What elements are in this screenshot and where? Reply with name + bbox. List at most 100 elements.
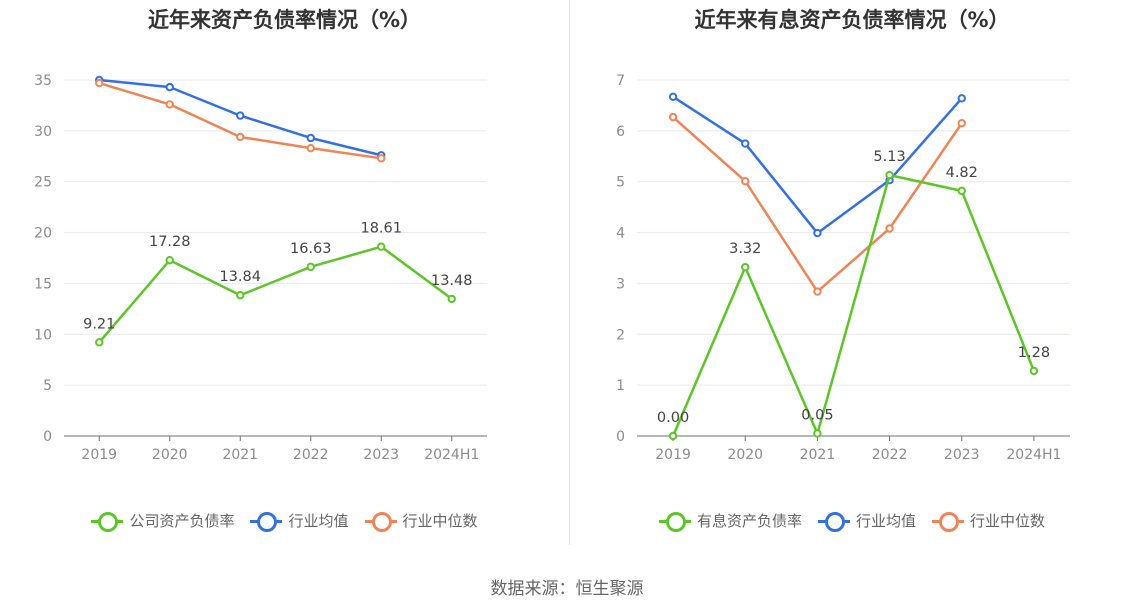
- x-tick-label: 2024H1: [424, 447, 479, 463]
- data-label: 4.82: [946, 165, 978, 181]
- legend-marker-median: [932, 511, 964, 532]
- legend-label: 行业均值: [855, 512, 916, 530]
- data-point-median[interactable]: [377, 154, 386, 163]
- data-point-company[interactable]: [885, 170, 894, 180]
- series-line-company: [98, 245, 453, 344]
- data-point-company[interactable]: [447, 294, 456, 304]
- data-point-company[interactable]: [813, 429, 822, 438]
- x-tick-label: 2020: [152, 447, 188, 463]
- left-chart-panel: 近年来资产负债率情况（%） 0 5 10 15 20 25 30 35 2019 2020 2021…: [0, 0, 569, 560]
- data-point-company[interactable]: [306, 262, 315, 272]
- y-tick-label: 7: [616, 73, 625, 89]
- x-tick-label: 2021: [222, 447, 258, 463]
- legend-item-avg[interactable]: 行业均值: [250, 510, 349, 532]
- legend-item-median[interactable]: 行业中位数: [932, 510, 1046, 532]
- legend-item-company[interactable]: 有息资产负债率: [658, 510, 802, 532]
- legend-item-median[interactable]: 行业中位数: [364, 510, 478, 532]
- x-tick-label: 2024H1: [1006, 447, 1061, 463]
- legend-marker-median: [364, 511, 397, 532]
- data-point-company[interactable]: [741, 262, 750, 272]
- data-point-avg[interactable]: [165, 82, 174, 92]
- left-chart-title: 近年来资产负债率情况（%）: [147, 8, 422, 32]
- data-point-company[interactable]: [236, 291, 245, 300]
- data-point-avg[interactable]: [813, 228, 822, 238]
- y-tick-label: 4: [616, 226, 625, 242]
- data-point-median[interactable]: [95, 78, 104, 88]
- series-line-median: [98, 81, 382, 160]
- x-tick-label: 2023: [363, 447, 399, 463]
- data-point-avg[interactable]: [306, 133, 315, 143]
- series-line-company: [671, 173, 1036, 437]
- data-point-company[interactable]: [165, 256, 174, 265]
- x-tick-label: 2019: [655, 447, 691, 463]
- data-point-avg[interactable]: [236, 111, 245, 120]
- left-chart-legend: 公司资产负债率 行业均值 行业中位数: [0, 510, 569, 532]
- data-label: 13.84: [219, 269, 261, 285]
- y-tick-label: 2: [616, 327, 625, 343]
- data-label: 13.48: [431, 273, 473, 289]
- data-label: 0.00: [657, 410, 689, 426]
- series-line-median: [672, 116, 963, 293]
- legend-label: 公司资产负债率: [129, 512, 235, 530]
- data-point-median[interactable]: [668, 112, 678, 122]
- y-tick-label: 10: [34, 327, 52, 343]
- y-tick-label: 6: [616, 124, 625, 140]
- data-point-median[interactable]: [236, 132, 245, 142]
- data-point-company[interactable]: [377, 242, 386, 251]
- legend-marker-avg: [250, 511, 283, 532]
- legend-label: 有息资产负债率: [696, 512, 802, 530]
- x-tick-label: 2022: [872, 447, 908, 463]
- y-tick-label: 3: [616, 276, 625, 292]
- data-point-median[interactable]: [885, 224, 894, 233]
- data-source-note: 数据来源：恒生聚源: [490, 579, 644, 599]
- x-tick-label: 2020: [727, 447, 763, 463]
- data-label: 18.61: [360, 221, 402, 237]
- data-point-company[interactable]: [1029, 366, 1039, 376]
- right-chart-legend: 有息资产负债率 行业均值 行业中位数: [570, 510, 1134, 532]
- legend-item-company[interactable]: 公司资产负债率: [91, 510, 235, 532]
- left-chart-plot: 0 5 10 15 20 25 30 35 2019 2020 2021 2022 2023 2024H1…: [34, 73, 487, 463]
- data-label: 3.32: [729, 241, 761, 257]
- data-label: 5.13: [873, 149, 905, 165]
- data-label: 0.05: [801, 407, 833, 423]
- data-label: 16.63: [290, 241, 332, 257]
- data-point-company[interactable]: [95, 338, 104, 347]
- legend-marker-company: [658, 511, 691, 532]
- y-tick-label: 20: [34, 226, 52, 242]
- legend-label: 行业中位数: [402, 512, 478, 530]
- y-tick-label: 1: [616, 378, 625, 394]
- data-point-avg[interactable]: [741, 139, 750, 148]
- data-point-company[interactable]: [668, 431, 678, 441]
- legend-item-avg[interactable]: 行业均值: [817, 510, 916, 532]
- data-point-median[interactable]: [957, 119, 966, 128]
- y-tick-label: 0: [43, 429, 52, 445]
- data-point-avg[interactable]: [668, 92, 678, 101]
- right-chart-plot: 0 1 2 3 4 5 6 7 2019 2020 2021 2022 2023 2024H1 0.00 3.…: [616, 73, 1070, 463]
- right-chart-title: 近年来有息资产负债率情况（%）: [694, 8, 1010, 32]
- legend-marker-company: [91, 511, 124, 532]
- x-tick-label: 2021: [800, 447, 836, 463]
- series-line-avg: [672, 95, 963, 235]
- data-point-median[interactable]: [165, 100, 174, 109]
- data-point-avg[interactable]: [957, 94, 966, 103]
- legend-marker-avg: [817, 511, 850, 532]
- right-chart-panel: 近年来有息资产负债率情况（%） 0 1 2 3 4 5 6 7 2019 2020 2021 2022…: [570, 0, 1134, 560]
- x-tick-label: 2022: [293, 447, 329, 463]
- data-point-median[interactable]: [741, 177, 750, 186]
- x-tick-label: 2023: [944, 447, 980, 463]
- legend-label: 行业中位数: [970, 512, 1046, 530]
- x-tick-label: 2019: [81, 447, 117, 463]
- data-label: 17.28: [149, 234, 191, 250]
- data-point-median[interactable]: [306, 143, 315, 153]
- data-label: 9.21: [83, 316, 115, 332]
- y-tick-label: 5: [616, 175, 625, 191]
- y-tick-label: 30: [34, 124, 52, 140]
- y-tick-label: 25: [34, 175, 52, 191]
- data-label: 1.28: [1018, 345, 1050, 361]
- panel-divider: [569, 0, 570, 545]
- data-point-median[interactable]: [813, 287, 822, 296]
- y-tick-label: 5: [43, 378, 52, 394]
- y-tick-label: 0: [616, 429, 625, 445]
- legend-label: 行业均值: [288, 512, 349, 530]
- data-point-company[interactable]: [957, 186, 966, 196]
